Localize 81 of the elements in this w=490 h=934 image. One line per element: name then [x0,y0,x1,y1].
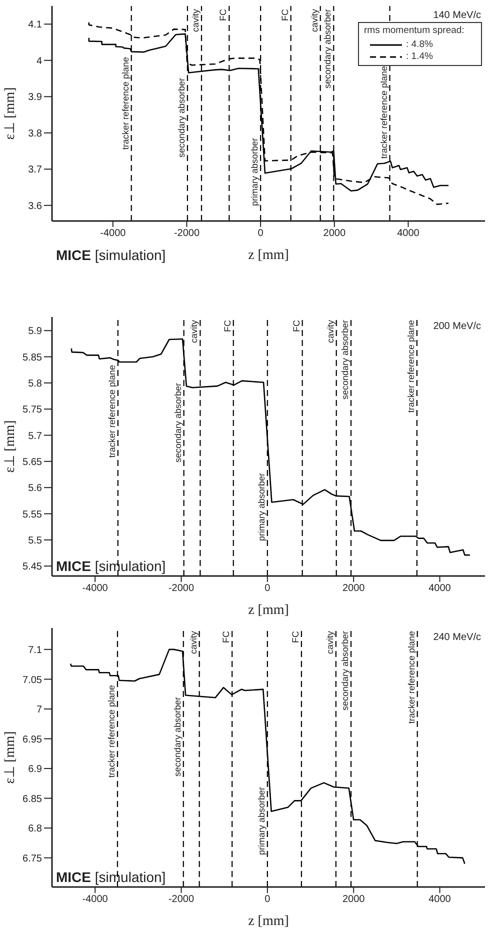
ref-line-label: cavity [309,8,320,32]
legend-label: : 4.8% [406,39,433,51]
y-tick-label: 3.8 [28,128,42,140]
x-tick-label: -2000 [168,894,194,906]
ref-line-label: primary absorber [256,473,266,542]
x-tick-label: 2000 [342,894,366,906]
ref-line-label: cavity [325,320,336,344]
y-tick-label: 5.6 [28,483,42,494]
y-tick-label: 4 [36,56,42,67]
ref-line-label: tracker reference plane [406,631,416,724]
x-tick-label: 4000 [428,583,452,594]
y-tick-label: 3.6 [28,200,42,212]
ref-line-label: FC [280,8,290,21]
ref-line-label: tracker reference plane [406,320,416,413]
x-tick-label: 4000 [428,894,452,906]
x-tick-label: -4000 [82,583,108,594]
y-tick-label: 5.45 [22,562,42,573]
y-tick-label: 7 [36,704,42,716]
y-tick-label: 5.65 [22,456,42,468]
y-tick-label: 5.9 [28,326,42,338]
annotation: 200 MeV/c [433,321,481,332]
y-tick-label: 4.1 [28,20,42,31]
y-tick-label: 5.5 [28,535,42,546]
x-tick-label: 4000 [397,228,420,240]
ref-line-label: tracker reference plane [120,57,130,150]
ref-line-label: secondary absorber [172,697,182,777]
legend-title: rms momentum spread: [364,25,466,37]
y-tick-label: 7.05 [22,674,42,686]
x-tick-label: 0 [264,894,271,906]
ref-line-label: FC [221,630,232,643]
y-tick-label: 5.7 [28,430,42,442]
x-tick-label: 0 [258,228,264,240]
ref-line-label: secondary absorber [176,78,186,158]
annotation: MICE [simulation] [56,558,166,574]
annotation: 140 MeV/c [433,10,481,21]
x-tick-label: 2000 [342,583,366,594]
ref-line-label: primary absorber [256,787,266,856]
ref-line-label: cavity [188,630,198,654]
ref-line-label: secondary absorber [172,383,183,463]
x-tick-label: -4000 [100,228,126,240]
y-tick-label: 3.7 [28,164,42,176]
ref-line-label: secondary absorber [340,631,350,711]
y-tick-label: 6.9 [28,764,42,776]
y-tick-label: 7.1 [28,644,42,656]
ref-line-label: FC [218,8,228,21]
y-tick-label: 6.95 [22,734,42,746]
y-tick-label: 6.85 [22,794,42,805]
x-axis-title: z [mm] [248,603,289,618]
text: MICE [simulation] [56,247,166,263]
y-tick-label: 5.85 [22,352,42,364]
annotation: 240 MeV/c [433,632,481,643]
ref-line-label: tracker reference plane [106,685,116,778]
y-tick-label: 3.9 [28,92,42,104]
x-tick-label: 0 [264,583,271,594]
ref-line-label: tracker reference plane [106,365,117,458]
ref-line-label: cavity [324,630,335,654]
ref-line-label: FC [290,630,300,643]
legend-label: : 1.4% [406,51,433,63]
y-axis-title: ε⊥ [mm] [3,731,18,784]
ref-line-label: secondary absorber [322,9,333,89]
y-axis-title: ε⊥ [mm] [3,420,18,473]
x-tick-label: -2000 [168,583,194,594]
ref-line-label: primary absorber [250,138,260,206]
ref-line-label: FC [222,320,232,332]
ref-line-label: tracker reference plane [378,66,389,159]
y-tick-label: 5.8 [28,378,42,390]
annotation: MICE [simulation] [56,869,166,885]
ref-line-label: cavity [190,8,200,32]
x-axis-title: z [mm] [248,914,289,929]
y-tick-label: 6.75 [22,853,42,864]
y-axis-title: ε⊥ [mm] [3,87,18,140]
ref-line-label: cavity [189,320,200,344]
ref-line-label: FC [291,320,302,332]
y-tick-label: 5.75 [22,404,42,416]
x-tick-label: -4000 [82,894,108,906]
x-tick-label: 2000 [323,228,346,240]
y-tick-label: 6.8 [28,824,42,835]
x-tick-label: -2000 [174,228,200,240]
y-tick-label: 5.55 [22,509,42,520]
x-axis-title: z [mm] [248,248,289,263]
ref-line-label: secondary absorber [340,320,350,400]
